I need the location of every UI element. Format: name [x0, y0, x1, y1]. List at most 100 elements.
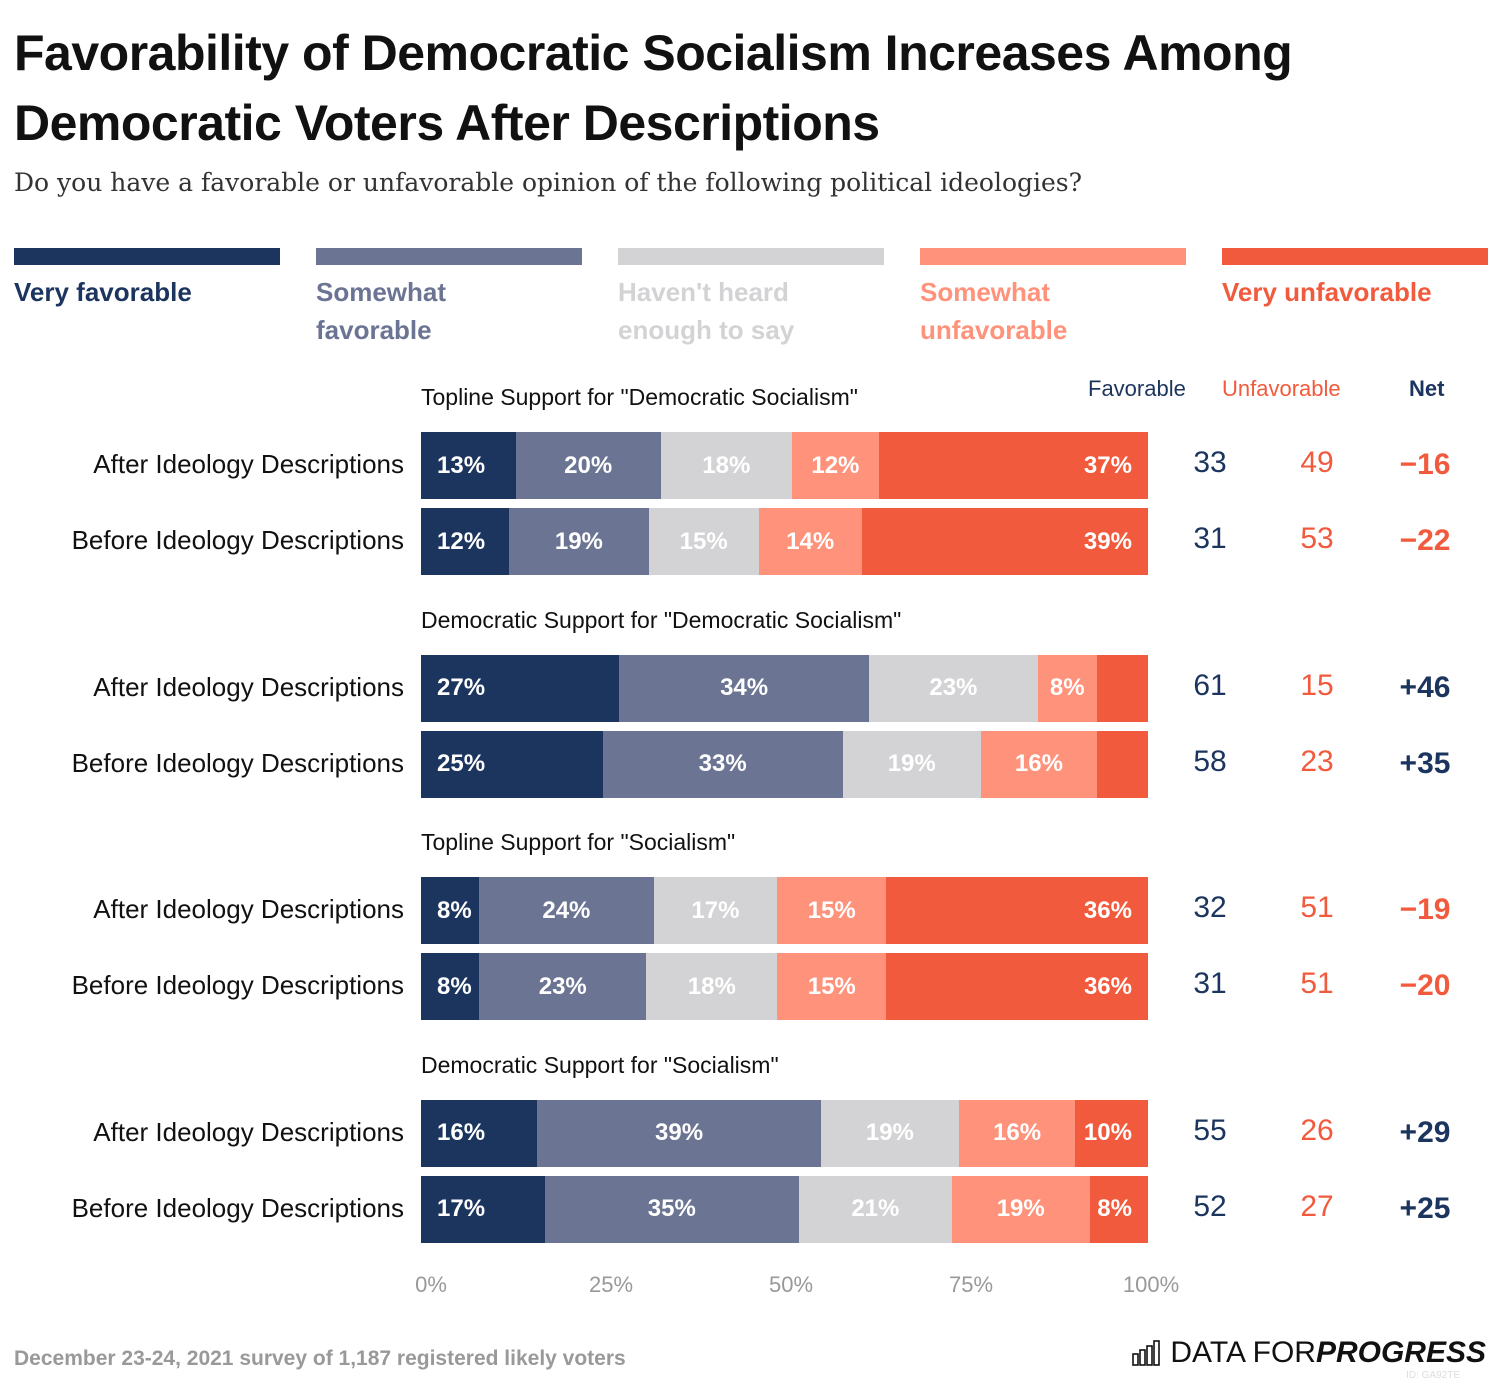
bar-segment: 37% [878, 432, 1148, 499]
bar-segment: 8% [421, 953, 480, 1020]
row-label: After Ideology Descriptions [93, 449, 404, 479]
stacked-bar: 25% 33% 19% 16% [421, 730, 1148, 798]
x-tick-label: 25% [588, 1272, 634, 1297]
legend-swatch [618, 248, 884, 265]
legend-swatch [1222, 248, 1488, 265]
chart-subtitle: Do you have a favorable or unfavorable o… [14, 168, 1083, 197]
legend-label: Haven't heard enough to say [618, 273, 884, 349]
unfavorable-value: 51 [1300, 967, 1334, 1000]
legend-label-line: Somewhat [316, 277, 447, 307]
legend-swatch [316, 248, 582, 265]
favorable-value: 55 [1193, 1113, 1227, 1147]
bar-segment: 17% [653, 877, 778, 944]
bar-segment [1096, 654, 1148, 722]
bar-segment: 25% [421, 730, 603, 798]
bar-segment: 35% [544, 1175, 800, 1243]
bar-segment: 8% [421, 877, 480, 944]
bar-segment: 8% [1037, 654, 1097, 722]
bar-segment: 20% [515, 432, 661, 499]
legend-item: Somewhat favorable [316, 248, 582, 349]
bar-segment: 10% [1075, 1099, 1148, 1167]
net-value: +25 [1399, 1191, 1451, 1225]
title-line-2: Democratic Voters After Descriptions [14, 95, 880, 151]
stacked-bar: 17% 35% 21% 19% 8% [421, 1175, 1148, 1243]
chart-title: Favorability of Democratic Socialism Inc… [14, 18, 1293, 158]
unfavorable-value: 51 [1300, 891, 1334, 924]
bar-segment: 34% [619, 654, 869, 722]
favorable-value: 31 [1193, 522, 1227, 555]
stacked-bar: 13% 20% 18% 12% 37% [421, 432, 1148, 499]
bar-segment: 15% [777, 877, 887, 944]
legend-label: Very unfavorable [1222, 273, 1488, 311]
stacked-bar: 16% 39% 19% 16% 10% [421, 1099, 1148, 1167]
legend-label-line: Somewhat [920, 277, 1051, 307]
legend-label-line: Very favorable [14, 277, 192, 307]
bar-segment: 8% [1089, 1175, 1148, 1243]
favorable-value: 61 [1193, 668, 1227, 702]
bar-segment: 36% [886, 953, 1148, 1020]
logo-text-data-for: DATA FOR [1170, 1336, 1316, 1369]
group-label: Democratic Support for "Socialism" [421, 1051, 779, 1078]
bar-segment: 19% [509, 508, 649, 575]
row-label: After Ideology Descriptions [93, 671, 404, 702]
legend-label: Somewhat unfavorable [920, 273, 1186, 349]
row-label: After Ideology Descriptions [93, 1116, 404, 1147]
unfavorable-value: 23 [1300, 744, 1334, 778]
unfavorable-value: 15 [1300, 668, 1334, 702]
row-label: Before Ideology Descriptions [71, 747, 404, 778]
x-tick-label: 0% [415, 1272, 447, 1297]
bar-segment: 15% [648, 508, 759, 575]
bar-segment: 21% [799, 1175, 952, 1243]
favorable-value: 31 [1193, 967, 1227, 1000]
group-label: Topline Support for "Socialism" [421, 829, 736, 855]
unfavorable-value: 26 [1300, 1113, 1334, 1147]
row-label: Before Ideology Descriptions [71, 1192, 404, 1223]
bar-segment: 13% [421, 432, 516, 499]
net-value: +35 [1399, 746, 1451, 780]
legend-swatch [14, 248, 280, 265]
legend-label: Very favorable [14, 273, 280, 311]
stacked-bar: 12% 19% 15% 14% 39% [421, 508, 1148, 575]
group-label: Topline Support for "Democratic Socialis… [421, 384, 858, 410]
net-value: −19 [1399, 893, 1451, 926]
bar-segment: 23% [479, 953, 647, 1020]
bar-segment [1097, 730, 1148, 798]
net-value: −22 [1399, 524, 1451, 557]
bar-segment: 16% [958, 1099, 1076, 1167]
legend-label-line: unfavorable [920, 315, 1068, 345]
bar-segment: 27% [421, 654, 620, 722]
legend-swatch [920, 248, 1186, 265]
group-label: Democratic Support for "Democratic Socia… [421, 606, 902, 633]
favorable-value: 58 [1193, 744, 1227, 778]
bar-segment: 39% [861, 508, 1148, 575]
stacked-bar: 8% 24% 17% 15% 36% [421, 877, 1148, 944]
bar-segment: 19% [951, 1175, 1090, 1243]
favorable-value: 33 [1193, 446, 1227, 479]
logo-text-progress: PROGRESS [1315, 1336, 1486, 1369]
bar-segment: 19% [820, 1099, 959, 1167]
net-value: +46 [1399, 670, 1451, 704]
net-header: Net [1409, 376, 1445, 401]
legend-label-line: Haven't heard [618, 277, 789, 307]
title-line-1: Favorability of Democratic Socialism Inc… [14, 25, 1293, 81]
bar-segment: 18% [646, 953, 778, 1020]
bar-segment: 18% [660, 432, 792, 499]
x-tick-label: 100% [1122, 1272, 1180, 1297]
bar-segment: 14% [758, 508, 862, 575]
bar-segment: 16% [421, 1099, 538, 1167]
favorable-value: 32 [1193, 891, 1227, 924]
legend-item: Very favorable [14, 248, 280, 311]
bar-segment: 23% [868, 654, 1038, 722]
chart-id: ID: GA92TE [1406, 1370, 1460, 1381]
bar-segment: 33% [602, 730, 843, 798]
x-tick-label: 75% [948, 1272, 994, 1297]
legend-label-line: favorable [316, 315, 432, 345]
stacked-bar: 8% 23% 18% 15% 36% [421, 953, 1148, 1020]
row-label: Before Ideology Descriptions [71, 525, 404, 555]
row-label: Before Ideology Descriptions [71, 970, 404, 1000]
legend-label-line: enough to say [618, 315, 795, 345]
legend-label-line: Very unfavorable [1222, 277, 1432, 307]
stacked-bar: 27% 34% 23% 8% [421, 654, 1148, 722]
bar-segment: 12% [791, 432, 879, 499]
